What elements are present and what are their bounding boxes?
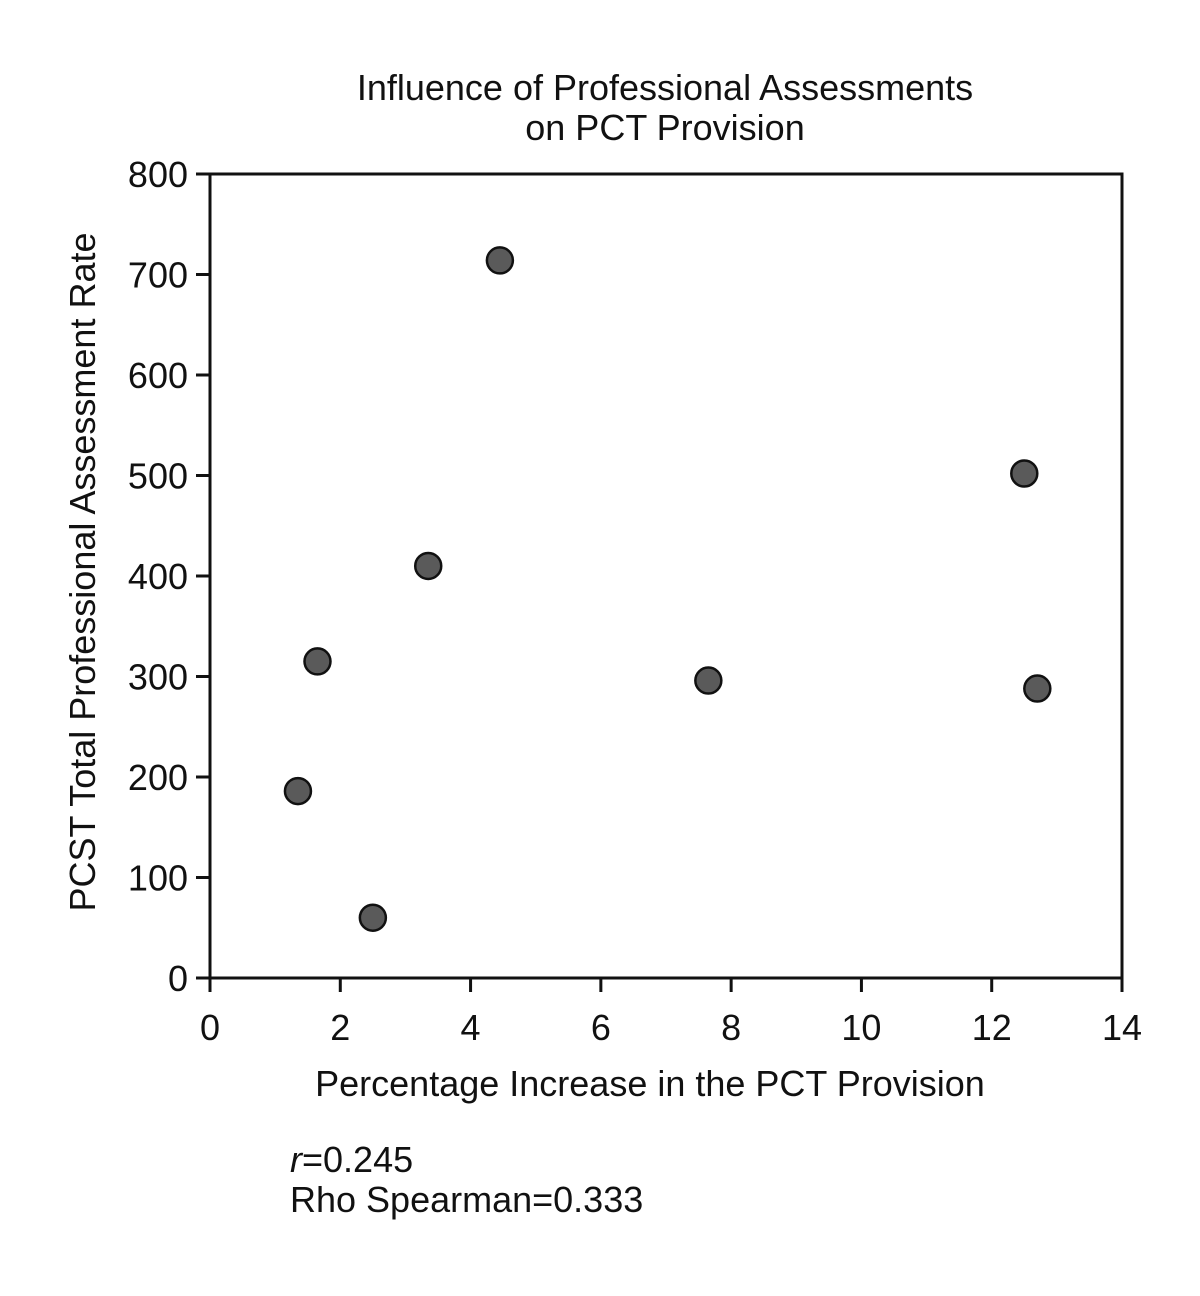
x-tick-label: 10 (841, 1007, 881, 1048)
y-tick-label: 100 (128, 858, 188, 899)
data-points (283, 246, 1052, 932)
scatter-point (485, 246, 515, 275)
x-tick-label: 14 (1102, 1007, 1142, 1048)
scatter-point (1023, 674, 1052, 703)
statistics-annotation: r=0.245 Rho Spearman=0.333 (290, 1140, 643, 1220)
pearson-r-value: =0.245 (302, 1139, 414, 1180)
plot-frame (208, 172, 1124, 980)
y-tick-label: 800 (128, 154, 188, 195)
x-tick-label: 4 (461, 1007, 481, 1048)
y-axis-title: PCST Total Professional Assessment Rate (62, 233, 103, 912)
y-tick-label: 200 (128, 757, 188, 798)
scatter-point (283, 776, 313, 806)
x-tick-label: 12 (972, 1007, 1012, 1048)
spearman-rho-line: Rho Spearman=0.333 (290, 1179, 644, 1220)
x-axis: 0 2 4 6 8 10 12 14 (200, 978, 1142, 1048)
x-tick-label: 2 (330, 1007, 350, 1048)
x-tick-label: 8 (721, 1007, 741, 1048)
y-tick-label: 700 (128, 255, 188, 296)
y-tick-label: 0 (168, 958, 188, 999)
scatter-point (694, 666, 723, 695)
chart-title-line-2: on PCT Provision (525, 107, 804, 148)
x-axis-title: Percentage Increase in the PCT Provision (315, 1063, 985, 1104)
scatter-point (413, 551, 443, 581)
y-axis: 0 100 200 300 400 500 600 700 800 (128, 154, 210, 999)
y-tick-label: 400 (128, 556, 188, 597)
pearson-r-line: r=0.245 (290, 1140, 643, 1180)
x-tick-label: 0 (200, 1007, 220, 1048)
scatter-point (303, 647, 332, 676)
scatter-point (358, 903, 388, 932)
pearson-r-symbol: r (290, 1139, 302, 1180)
y-tick-label: 600 (128, 355, 188, 396)
y-tick-label: 500 (128, 456, 188, 497)
scatter-point (1010, 459, 1039, 488)
y-tick-label: 300 (128, 657, 188, 698)
x-tick-label: 6 (591, 1007, 611, 1048)
chart-title-line-1: Influence of Professional Assessments (357, 67, 973, 108)
